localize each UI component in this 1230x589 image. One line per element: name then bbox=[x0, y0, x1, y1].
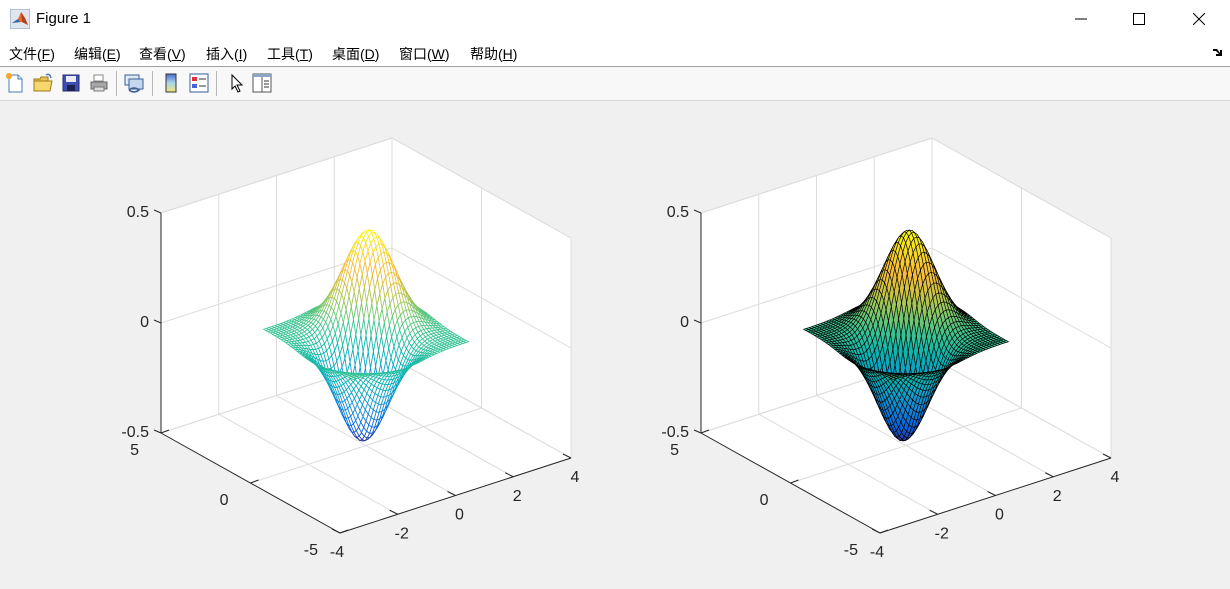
menu-edit[interactable]: 编辑(E) bbox=[74, 46, 121, 62]
tick-label: 4 bbox=[571, 469, 580, 486]
tick-label: -0.5 bbox=[121, 424, 149, 441]
tick-label: -2 bbox=[935, 525, 949, 542]
menu-view[interactable]: 查看(V) bbox=[139, 46, 186, 62]
tick-label: 4 bbox=[1111, 469, 1120, 486]
mesh-surface bbox=[262, 229, 470, 442]
menu-help[interactable]: 帮助(H) bbox=[470, 46, 518, 62]
tick-label: 2 bbox=[1053, 488, 1062, 505]
surface-plot-axes[interactable]: -4 -2 0 2 4 -5 0 5-0.5 0 0.5 bbox=[540, 101, 1155, 589]
tick-label: 0 bbox=[455, 507, 464, 524]
property-inspector-icon[interactable] bbox=[251, 72, 273, 94]
tick-label: 0.5 bbox=[667, 204, 689, 221]
matlab-logo-icon bbox=[10, 9, 30, 29]
tick-label: 0 bbox=[680, 314, 689, 331]
menu-desktop[interactable]: 桌面(D) bbox=[332, 46, 380, 62]
toolbar-separator bbox=[216, 71, 217, 96]
colorbar-icon[interactable] bbox=[160, 72, 182, 94]
menu-file[interactable]: 文件(F) bbox=[9, 46, 55, 62]
link-plot-icon[interactable] bbox=[123, 72, 145, 94]
maximize-button[interactable] bbox=[1110, 0, 1168, 38]
tick-label: -5 bbox=[304, 542, 318, 559]
window-title: Figure 1 bbox=[36, 10, 92, 27]
new-figure-icon[interactable] bbox=[4, 72, 26, 94]
minimize-button[interactable] bbox=[1052, 0, 1110, 38]
dock-arrow-icon[interactable] bbox=[1213, 48, 1223, 57]
print-icon[interactable] bbox=[88, 72, 110, 94]
tick-label: 0.5 bbox=[127, 204, 149, 221]
tick-label: 0 bbox=[140, 314, 149, 331]
tick-label: -4 bbox=[870, 544, 884, 561]
tick-label: 0 bbox=[220, 492, 229, 509]
maximize-icon bbox=[1133, 13, 1145, 25]
tick-label: -5 bbox=[844, 542, 858, 559]
tick-label: -4 bbox=[330, 544, 344, 561]
close-button[interactable] bbox=[1170, 0, 1228, 38]
toolbar-separator bbox=[152, 71, 153, 96]
figure-toolbar bbox=[0, 67, 1230, 101]
open-file-icon[interactable] bbox=[32, 72, 54, 94]
minimize-icon bbox=[1075, 18, 1087, 20]
tick-label: 0 bbox=[760, 492, 769, 509]
tick-label: 2 bbox=[513, 488, 522, 505]
tick-label: 0 bbox=[995, 507, 1004, 524]
legend-icon[interactable] bbox=[188, 72, 210, 94]
shaded-surface bbox=[802, 229, 1010, 442]
menu-bar: 文件(F) 编辑(E) 查看(V) 插入(I) 工具(T) 桌面(D) 窗口(W… bbox=[0, 38, 1230, 67]
title-bar: Figure 1 bbox=[0, 0, 1230, 38]
save-icon[interactable] bbox=[60, 72, 82, 94]
tick-label: -0.5 bbox=[661, 424, 689, 441]
menu-tools[interactable]: 工具(T) bbox=[267, 46, 313, 62]
toolbar-separator bbox=[116, 71, 117, 96]
figure-canvas: -4 -2 0 2 4 -5 0 5 -0.5 0 0.5 -4 -2 0 2 4 -5 0 5 -0.5 0 0.5 bbox=[0, 101, 1230, 589]
menu-window[interactable]: 窗口(W) bbox=[399, 46, 450, 62]
edit-pointer-icon[interactable] bbox=[226, 72, 248, 94]
mesh-plot-axes[interactable]: -4 -2 0 2 4 -5 0 5-0.5 0 0.5 bbox=[0, 101, 615, 589]
tick-label: 5 bbox=[670, 442, 679, 459]
tick-label: 5 bbox=[130, 442, 139, 459]
close-icon bbox=[1193, 13, 1205, 25]
tick-label: -2 bbox=[395, 525, 409, 542]
menu-insert[interactable]: 插入(I) bbox=[206, 46, 248, 62]
